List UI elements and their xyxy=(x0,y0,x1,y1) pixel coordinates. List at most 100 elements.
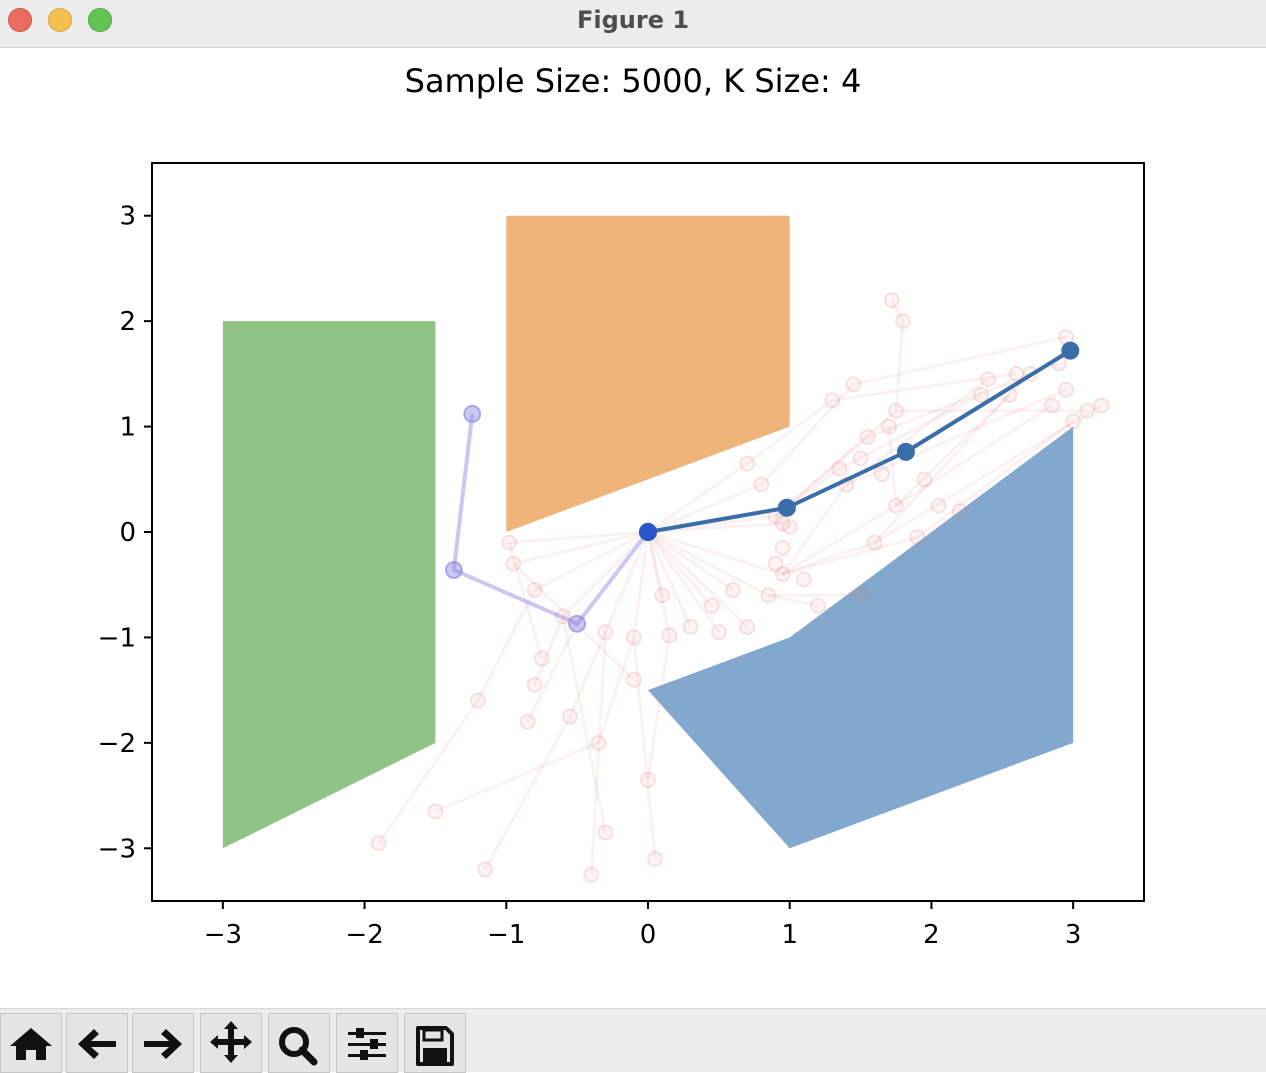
sample-point xyxy=(725,581,742,598)
zoom-button[interactable] xyxy=(268,1013,330,1073)
sample-edge xyxy=(894,321,905,411)
obstacle-polygon xyxy=(648,426,1074,849)
configure-subplots-button[interactable] xyxy=(336,1013,398,1073)
sample-edge xyxy=(646,635,671,780)
sample-point xyxy=(909,529,926,546)
sample-point xyxy=(590,734,607,751)
home-button[interactable] xyxy=(0,1013,62,1073)
sample-edge xyxy=(782,541,876,576)
x-tick-label: −2 xyxy=(345,920,383,950)
sample-point xyxy=(980,371,997,388)
sample-edge xyxy=(781,483,848,576)
path-node xyxy=(777,498,796,517)
sample-edge xyxy=(832,372,1017,402)
sample-point xyxy=(661,627,678,644)
navigation-toolbar xyxy=(0,1008,1266,1073)
y-tick-label: −1 xyxy=(98,623,136,653)
sample-edge xyxy=(894,372,1032,507)
sample-edge xyxy=(887,426,898,506)
sample-edge xyxy=(853,335,1067,386)
sample-point xyxy=(895,313,912,330)
x-tick-label: −3 xyxy=(204,920,242,950)
sample-edge xyxy=(781,504,897,576)
path-node xyxy=(463,404,482,423)
path-line xyxy=(451,413,650,626)
sample-point xyxy=(501,534,518,551)
forward-button[interactable] xyxy=(132,1013,194,1073)
sample-point xyxy=(625,629,642,646)
sample-point xyxy=(866,534,883,551)
path-node xyxy=(568,614,587,633)
sample-point xyxy=(562,708,579,725)
sample-point xyxy=(1058,381,1075,398)
sample-point xyxy=(873,466,890,483)
sample-edge xyxy=(589,632,607,875)
forward-arrow-icon xyxy=(144,1029,182,1059)
path-node xyxy=(1061,341,1080,360)
x-axis: −3 −2 −1 0 1 2 3 xyxy=(204,901,1081,950)
sample-point xyxy=(781,518,798,535)
sample-edge xyxy=(768,593,819,608)
sample-edge xyxy=(647,462,749,534)
sample-edge xyxy=(647,483,762,534)
sample-point xyxy=(930,497,947,514)
y-axis: −3 −2 −1 0 1 2 3 xyxy=(98,202,152,864)
pan-button[interactable] xyxy=(200,1013,262,1073)
sample-point xyxy=(888,497,904,514)
back-button[interactable] xyxy=(66,1013,128,1073)
sample-point xyxy=(795,571,812,588)
sample-edge xyxy=(646,531,692,628)
sample-point xyxy=(703,597,720,614)
x-tick-label: 2 xyxy=(923,920,940,950)
obstacle-polygon xyxy=(506,215,790,532)
sample-edge xyxy=(513,530,649,566)
pan-move-icon xyxy=(210,1021,252,1063)
sample-point xyxy=(469,692,486,709)
minimize-window-button[interactable] xyxy=(48,8,72,32)
maximize-window-button[interactable] xyxy=(88,8,112,32)
save-button[interactable] xyxy=(404,1013,466,1073)
sample-edge xyxy=(604,531,650,633)
sample-edge xyxy=(647,530,734,592)
sample-edge xyxy=(646,531,713,607)
sample-edge xyxy=(434,741,599,813)
sample-point xyxy=(831,460,848,477)
sample-edge xyxy=(646,531,664,596)
paths-layer xyxy=(444,341,1080,633)
sample-point xyxy=(682,618,699,635)
sample-point xyxy=(654,587,671,604)
y-tick-label: 3 xyxy=(119,202,136,232)
sample-point xyxy=(625,671,642,688)
sample-point xyxy=(824,392,841,409)
sample-edge xyxy=(646,531,671,636)
y-tick-label: 2 xyxy=(119,307,136,337)
sample-point xyxy=(640,771,656,788)
close-window-button[interactable] xyxy=(8,8,32,32)
sample-edge xyxy=(838,393,982,471)
obstacle-polygon xyxy=(222,321,436,849)
sample-point xyxy=(852,450,869,467)
sample-point xyxy=(370,835,387,852)
sample-edge xyxy=(632,531,650,638)
sample-edge xyxy=(646,530,749,628)
sample-point xyxy=(505,555,522,572)
configure-subplots-icon xyxy=(348,1028,386,1060)
sample-point xyxy=(427,803,444,820)
sample-point xyxy=(845,376,862,393)
sample-point xyxy=(774,566,791,583)
sample-point xyxy=(1065,413,1082,430)
sample-edge xyxy=(890,299,905,322)
sample-point xyxy=(597,624,614,641)
sample-edge xyxy=(377,699,480,844)
x-tick-label: −1 xyxy=(487,920,525,950)
sample-point xyxy=(916,471,933,488)
sample-point xyxy=(477,861,494,878)
window-title: Figure 1 xyxy=(576,6,690,34)
window-titlebar: Figure 1 xyxy=(0,0,1266,48)
sample-edge xyxy=(760,383,855,486)
sample-edge xyxy=(746,399,834,465)
path-line xyxy=(647,348,1072,534)
sample-edge xyxy=(596,636,636,744)
sample-edge xyxy=(476,589,536,702)
sample-edge xyxy=(526,623,579,723)
